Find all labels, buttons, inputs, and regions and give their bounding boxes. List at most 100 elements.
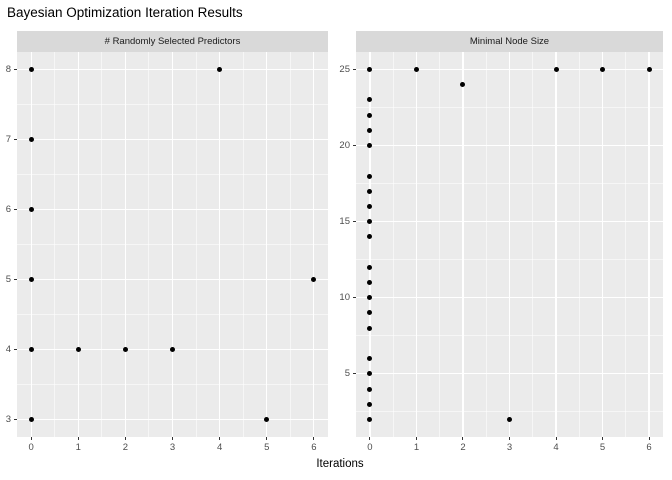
- gridline-minor: [532, 52, 534, 437]
- gridline-minor: [485, 52, 487, 437]
- y-axis-tick-label: 5: [344, 367, 350, 379]
- data-point: [28, 67, 34, 72]
- gridline-minor: [625, 52, 627, 437]
- y-axis-tick-label: 10: [339, 291, 350, 303]
- gridline-major: [17, 208, 328, 211]
- y-axis-tick: [13, 279, 17, 280]
- gridline-major: [369, 52, 371, 437]
- plot-title: Bayesian Optimization Iteration Results: [7, 5, 243, 20]
- x-axis-tick-label: 0: [367, 442, 373, 453]
- gridline-major: [356, 373, 663, 375]
- data-point: [367, 371, 373, 377]
- x-axis-tick: [124, 437, 126, 440]
- gridline-major: [601, 52, 604, 437]
- x-axis-tick: [77, 437, 79, 440]
- data-point: [646, 67, 652, 72]
- data-point: [367, 143, 373, 149]
- data-point: [367, 173, 373, 179]
- data-point: [367, 127, 373, 133]
- data-point: [367, 97, 373, 103]
- data-point: [170, 347, 175, 352]
- data-point: [367, 219, 373, 225]
- data-point: [367, 325, 373, 331]
- x-axis-tick-label: 5: [264, 442, 270, 453]
- y-axis-tick: [13, 349, 17, 350]
- data-point: [600, 67, 606, 72]
- data-point: [28, 207, 34, 212]
- data-point: [28, 277, 34, 282]
- y-axis-tick-label: 7: [5, 133, 11, 145]
- x-axis-tick: [369, 437, 371, 440]
- gridline-major: [219, 52, 221, 437]
- data-point: [367, 234, 373, 240]
- gridline-minor: [578, 52, 580, 437]
- data-point: [28, 417, 34, 422]
- y-axis-tick-label: 25: [339, 63, 350, 75]
- gridline-major: [266, 52, 268, 437]
- gridline-major: [356, 297, 663, 299]
- x-axis-tick: [648, 437, 650, 440]
- data-point: [367, 386, 373, 392]
- gridline-major: [508, 52, 511, 437]
- x-axis-title: Iterations: [316, 458, 364, 470]
- gridline-major: [356, 221, 663, 223]
- y-axis-tick: [352, 69, 356, 70]
- y-axis-tick: [13, 69, 17, 70]
- gridline-major: [555, 52, 557, 437]
- x-axis-tick: [555, 437, 557, 440]
- gridline-major: [77, 52, 79, 437]
- facet-panel-node-size: [356, 52, 663, 437]
- gridline-major: [462, 52, 464, 437]
- y-axis-tick: [352, 297, 356, 299]
- x-axis-tick-label: 3: [169, 442, 176, 453]
- y-axis-tick-label: 4: [5, 343, 11, 355]
- data-point: [367, 67, 373, 72]
- data-point: [28, 137, 34, 142]
- gridline-major: [124, 52, 126, 437]
- data-point: [264, 417, 270, 422]
- x-axis-tick-label: 6: [646, 442, 652, 453]
- x-axis-tick: [313, 437, 315, 440]
- y-axis-tick-label: 6: [5, 203, 11, 215]
- data-point: [460, 82, 466, 88]
- data-point: [367, 203, 373, 209]
- gridline-major: [415, 52, 418, 437]
- y-axis-tick-label: 5: [5, 273, 11, 285]
- x-axis-tick: [602, 437, 604, 440]
- data-point: [367, 188, 373, 194]
- data-point: [217, 67, 223, 72]
- data-point: [367, 112, 373, 118]
- data-point: [553, 67, 559, 72]
- y-axis-tick: [13, 209, 17, 210]
- x-axis-tick: [415, 437, 417, 440]
- data-point: [122, 347, 128, 352]
- data-point: [28, 347, 34, 352]
- y-axis-tick-label: 8: [5, 63, 11, 75]
- x-axis-tick-label: 1: [75, 442, 81, 453]
- gridline-major: [17, 68, 328, 71]
- data-point: [507, 417, 512, 422]
- y-axis-tick-label: 15: [339, 215, 350, 227]
- gridline-major: [17, 138, 328, 141]
- y-axis-tick: [13, 139, 17, 140]
- x-axis-tick: [219, 437, 221, 440]
- data-point: [75, 347, 81, 352]
- x-axis-tick-label: 5: [599, 442, 606, 453]
- facet-strip-node-size: Minimal Node Size: [356, 31, 663, 52]
- data-point: [311, 277, 317, 282]
- data-point: [367, 280, 373, 286]
- data-point: [367, 295, 373, 301]
- x-axis-tick: [30, 437, 32, 440]
- gridline-major: [17, 418, 328, 421]
- data-point: [367, 310, 373, 316]
- gridline-major: [356, 144, 663, 147]
- data-point: [367, 264, 373, 270]
- x-axis-tick-label: 1: [413, 442, 420, 453]
- gridline-major: [313, 52, 315, 437]
- x-axis-tick-label: 2: [122, 442, 129, 453]
- x-axis-tick: [172, 437, 173, 440]
- x-axis-tick-label: 3: [506, 442, 513, 453]
- gridline-major: [648, 52, 650, 437]
- x-axis-tick: [509, 437, 510, 440]
